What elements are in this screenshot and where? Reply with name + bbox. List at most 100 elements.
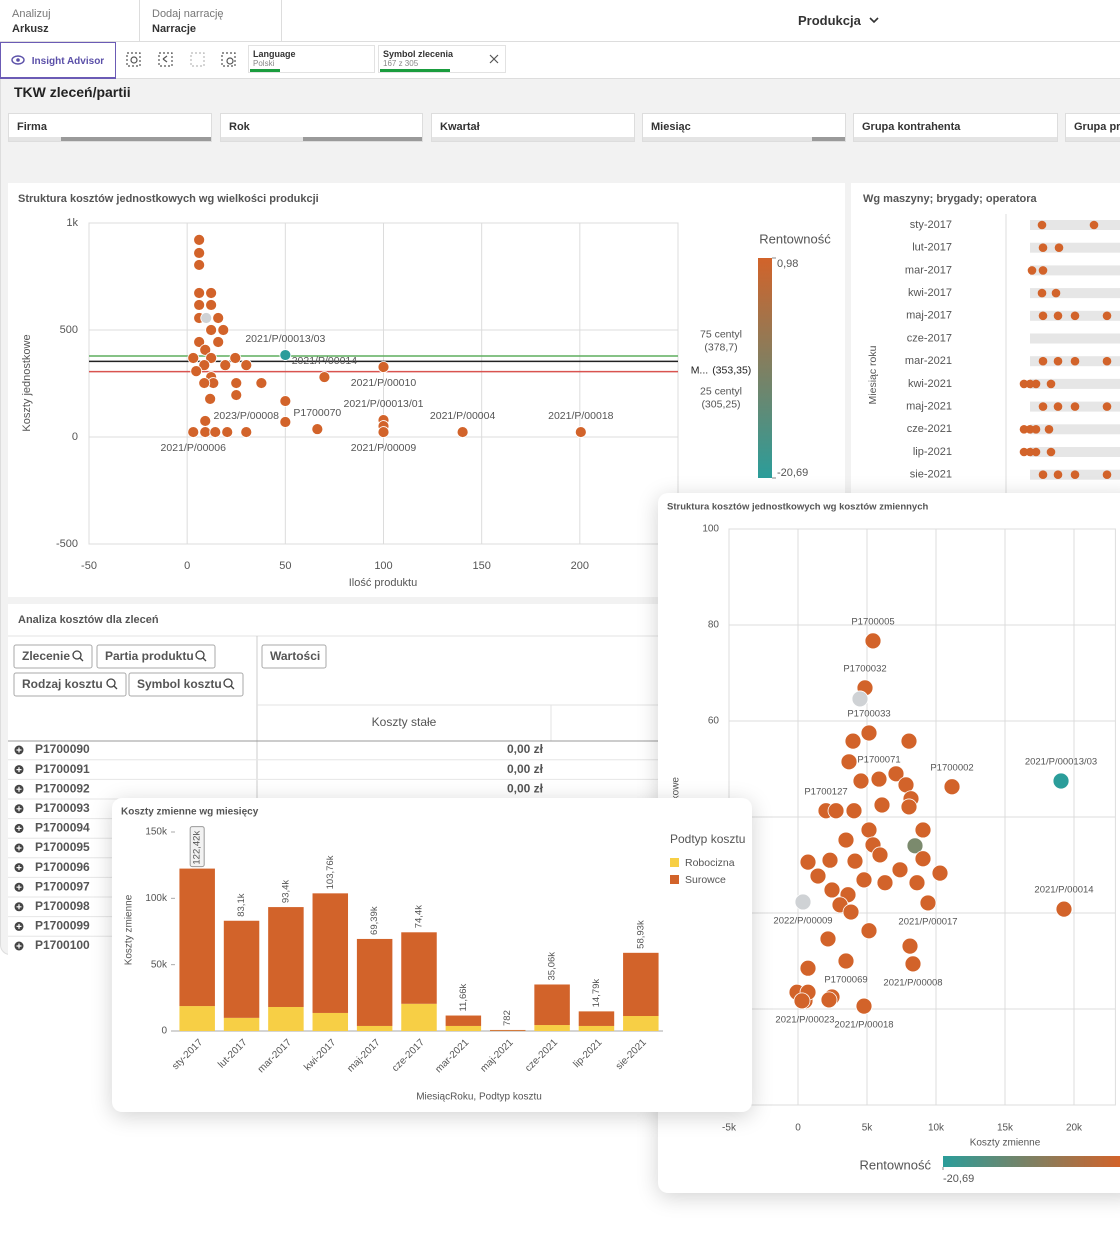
point — [851, 690, 869, 708]
color-tick-label: -20,69 — [943, 1173, 974, 1185]
total-label: 69,39k — [369, 906, 380, 935]
point-label: 2021/P/00008 — [883, 977, 942, 988]
legend-title: Rentowność — [759, 231, 831, 246]
point-label: P1700070 — [293, 407, 341, 419]
table-title: Analiza kosztów dla zleceń — [18, 614, 159, 626]
range-band — [1030, 378, 1120, 389]
bar-segment — [445, 1015, 482, 1026]
total-label: 93,4k — [280, 880, 291, 903]
category-label: sty-2017 — [910, 219, 952, 231]
chip-bar — [250, 69, 280, 72]
row-label: P1700091 — [35, 762, 90, 776]
reference-name: M... — [691, 364, 709, 376]
x-tick-label: 150 — [472, 560, 490, 572]
point-label: P1700032 — [843, 663, 886, 674]
chip-value: 167 z 305 — [383, 59, 419, 68]
x-tick-label: maj-2017 — [345, 1037, 383, 1075]
point — [837, 831, 855, 849]
filter-label: Grupa kontrahenta — [862, 121, 961, 133]
chip-value: Polski — [253, 59, 275, 68]
chevron — [869, 17, 880, 24]
legend-title: Podtyp kosztu — [670, 832, 745, 846]
expand-icon — [16, 904, 22, 910]
dot — [1038, 402, 1048, 411]
search-icon — [79, 657, 84, 662]
expand-icon — [16, 923, 22, 929]
row-label: P1700095 — [35, 840, 90, 854]
total-label: 14,79k — [591, 979, 602, 1008]
x-tick-label: -50 — [81, 560, 97, 572]
measures-button[interactable] — [261, 644, 327, 669]
filter[interactable]: Miesiąc — [642, 113, 846, 142]
expand-icon — [16, 845, 22, 851]
tab-sublabel: Narracje — [152, 23, 197, 35]
x-tick-label: 10k — [928, 1123, 945, 1134]
point — [221, 426, 234, 438]
total-label: 782 — [502, 1010, 513, 1026]
dot — [1051, 288, 1061, 298]
dimension-button[interactable] — [96, 644, 216, 669]
range-band — [1030, 424, 1120, 435]
point — [845, 802, 863, 820]
filter-bar — [1066, 137, 1120, 141]
point — [873, 796, 891, 814]
dot — [1044, 425, 1054, 434]
plot-frame — [88, 222, 679, 545]
filter[interactable]: Grupa produktu — [1065, 113, 1120, 142]
dot — [1031, 379, 1041, 389]
search-icon — [195, 650, 205, 660]
category-label: lip-2021 — [913, 446, 952, 458]
bar-segment — [312, 1012, 349, 1031]
filter[interactable]: Kwartał — [431, 113, 635, 142]
point — [199, 344, 212, 356]
selection-chip[interactable]: Symbol zlecenia 167 z 305 — [378, 45, 506, 73]
point-label: P1700033 — [847, 709, 890, 720]
x-tick-label: maj-2021 — [478, 1037, 516, 1075]
bar-segment — [179, 1006, 215, 1031]
point — [318, 371, 331, 383]
point-label: 2021/P/00013/03 — [245, 333, 325, 345]
filter[interactable]: Grupa kontrahenta — [853, 113, 1058, 142]
x-tick-label: 50 — [279, 560, 291, 572]
bar-segment — [623, 952, 659, 1017]
point — [193, 336, 206, 348]
selection-chip[interactable]: Language Polski — [248, 45, 375, 73]
sheet-selector[interactable]: Produkcja — [798, 13, 880, 28]
filter[interactable]: Rok — [220, 113, 423, 142]
chip-field: Language — [253, 49, 296, 59]
point — [906, 837, 924, 855]
point — [900, 732, 918, 750]
dimension-button[interactable] — [13, 644, 93, 669]
dimension-button[interactable] — [128, 672, 244, 697]
point — [799, 853, 817, 871]
row-label: P1700097 — [35, 879, 90, 893]
search-icon — [72, 650, 82, 660]
button-label: Symbol kosztu — [137, 677, 222, 691]
point — [193, 287, 206, 299]
point — [255, 377, 268, 389]
insight-advisor-button[interactable]: Insight Advisor — [0, 42, 116, 79]
point — [198, 359, 211, 371]
point-label: 2021/P/00010 — [351, 377, 417, 389]
dimension-button[interactable] — [13, 672, 127, 697]
dot — [1038, 311, 1048, 321]
filter-bar — [643, 137, 845, 141]
button-label: Wartości — [270, 649, 320, 663]
tab[interactable]: Analizuj Arkusz — [0, 0, 140, 42]
x-tick-label: 100 — [374, 560, 392, 572]
tab-label: Analizuj — [12, 8, 51, 20]
search-icon — [223, 678, 233, 688]
filter-label: Grupa produktu — [1074, 121, 1120, 133]
point — [200, 312, 213, 324]
bar-segment — [578, 1011, 615, 1026]
expand-icon — [16, 747, 22, 753]
clear-icon[interactable] — [489, 54, 499, 64]
total-label: 58,93k — [635, 920, 646, 949]
tab[interactable]: Dodaj narrację Narracje — [140, 0, 282, 42]
point-label: 2021/P/00018 — [834, 1020, 893, 1031]
filter-label: Kwartał — [440, 121, 480, 133]
point — [904, 955, 922, 973]
filter[interactable]: Firma — [8, 113, 212, 142]
chip-bar — [380, 69, 450, 72]
dot — [1038, 243, 1048, 252]
